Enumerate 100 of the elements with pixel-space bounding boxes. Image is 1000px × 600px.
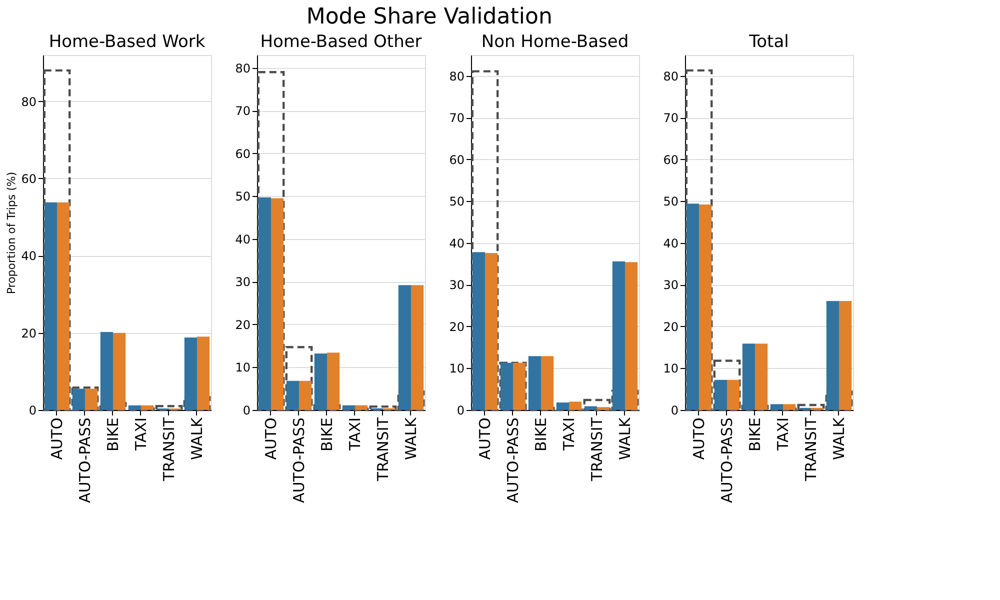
bar <box>686 204 699 410</box>
bar <box>500 362 513 410</box>
x-tick-label: WALK <box>830 416 848 460</box>
x-tick-label: AUTO-PASS <box>290 418 308 503</box>
bar <box>184 337 197 410</box>
bar <box>569 402 582 410</box>
y-tick-label: 50 <box>663 194 678 209</box>
x-tick-label: AUTO <box>262 418 280 460</box>
x-tick-label: BIKE <box>532 418 550 452</box>
y-tick-label: 80 <box>21 94 36 109</box>
bar <box>72 388 85 410</box>
bar <box>714 380 727 410</box>
y-tick-label: 40 <box>235 232 250 246</box>
y-tick-label: 10 <box>663 362 678 376</box>
bar <box>197 336 210 410</box>
chart-title: Home-Based Other <box>260 32 422 52</box>
bar <box>472 252 485 410</box>
x-tick-label: TAXI <box>346 418 364 452</box>
x-tick-label: AUTO-PASS <box>504 418 522 503</box>
x-tick-label: AUTO <box>48 418 66 460</box>
x-tick-label: BIKE <box>746 418 764 452</box>
bar <box>398 285 411 410</box>
y-tick-label: 20 <box>663 320 678 334</box>
bar <box>342 405 355 410</box>
bar <box>57 202 70 410</box>
x-tick-label: TRANSIT <box>588 416 606 482</box>
x-tick-label: TRANSIT <box>160 416 178 482</box>
y-tick-label: 30 <box>235 275 250 290</box>
y-axis-title: Proportion of Trips (%) <box>5 172 18 294</box>
bar <box>100 332 113 410</box>
bar <box>770 404 783 410</box>
y-tick-label: 0 <box>242 404 250 418</box>
x-tick-label: TAXI <box>774 418 792 452</box>
y-tick-label: 50 <box>235 190 250 204</box>
chart-title: Total <box>748 32 789 52</box>
bar <box>783 404 796 410</box>
bar <box>128 405 141 410</box>
x-tick-label: BIKE <box>318 418 336 452</box>
x-tick-label: TRANSIT <box>802 416 820 482</box>
bar <box>113 332 126 410</box>
y-tick-label: 0 <box>456 404 464 418</box>
y-tick-label: 50 <box>449 194 464 209</box>
bar <box>597 407 610 410</box>
x-tick-label: TAXI <box>560 418 578 452</box>
y-tick-label: 30 <box>449 278 464 292</box>
y-tick-label: 70 <box>235 104 250 118</box>
y-tick-label: 70 <box>449 111 464 126</box>
x-tick-label: AUTO-PASS <box>76 418 94 503</box>
bar <box>271 198 284 410</box>
bar <box>528 356 541 410</box>
bar <box>839 300 852 410</box>
bar <box>286 380 299 410</box>
y-tick-label: 70 <box>663 111 678 126</box>
bar <box>314 354 327 410</box>
bar <box>584 406 597 410</box>
bar <box>355 405 368 410</box>
y-tick-label: 20 <box>21 326 36 340</box>
bar <box>727 380 740 410</box>
y-tick-label: 60 <box>449 152 464 167</box>
bar <box>258 197 271 410</box>
bar <box>141 405 154 410</box>
bar <box>411 285 424 410</box>
y-tick-label: 60 <box>21 172 36 186</box>
y-tick-label: 0 <box>28 404 36 418</box>
bar <box>85 388 98 410</box>
bar <box>541 356 554 410</box>
y-tick-label: 20 <box>235 318 250 332</box>
bar <box>485 252 498 410</box>
bar <box>513 362 526 410</box>
bar <box>826 300 839 410</box>
x-tick-label: BIKE <box>104 418 122 452</box>
bar <box>742 344 755 410</box>
y-tick-label: 80 <box>663 69 678 84</box>
y-tick-label: 60 <box>663 152 678 167</box>
y-tick-label: 40 <box>663 236 678 250</box>
y-tick-label: 20 <box>449 320 464 334</box>
y-tick-label: 80 <box>235 61 250 76</box>
bar <box>327 352 340 410</box>
bar <box>612 261 625 410</box>
y-tick-label: 0 <box>670 404 678 418</box>
bar <box>755 344 768 410</box>
bar <box>699 204 712 410</box>
chart-title: Home-Based Work <box>48 32 206 52</box>
x-tick-label: TRANSIT <box>374 416 392 482</box>
bar <box>299 380 312 410</box>
x-tick-label: AUTO-PASS <box>718 418 736 503</box>
x-tick-label: WALK <box>402 416 420 460</box>
x-tick-label: WALK <box>616 416 634 460</box>
x-tick-label: AUTO <box>690 418 708 460</box>
y-tick-label: 40 <box>21 249 36 264</box>
y-tick-label: 10 <box>449 362 464 376</box>
y-tick-label: 10 <box>235 360 250 375</box>
x-tick-label: AUTO <box>476 418 494 460</box>
y-tick-label: 60 <box>235 146 250 161</box>
x-tick-label: TAXI <box>132 418 150 452</box>
chart-title: Non Home-Based <box>481 32 629 52</box>
y-tick-label: 40 <box>449 236 464 250</box>
x-tick-label: WALK <box>188 416 206 460</box>
y-tick-label: 80 <box>449 69 464 84</box>
bar <box>556 402 569 410</box>
